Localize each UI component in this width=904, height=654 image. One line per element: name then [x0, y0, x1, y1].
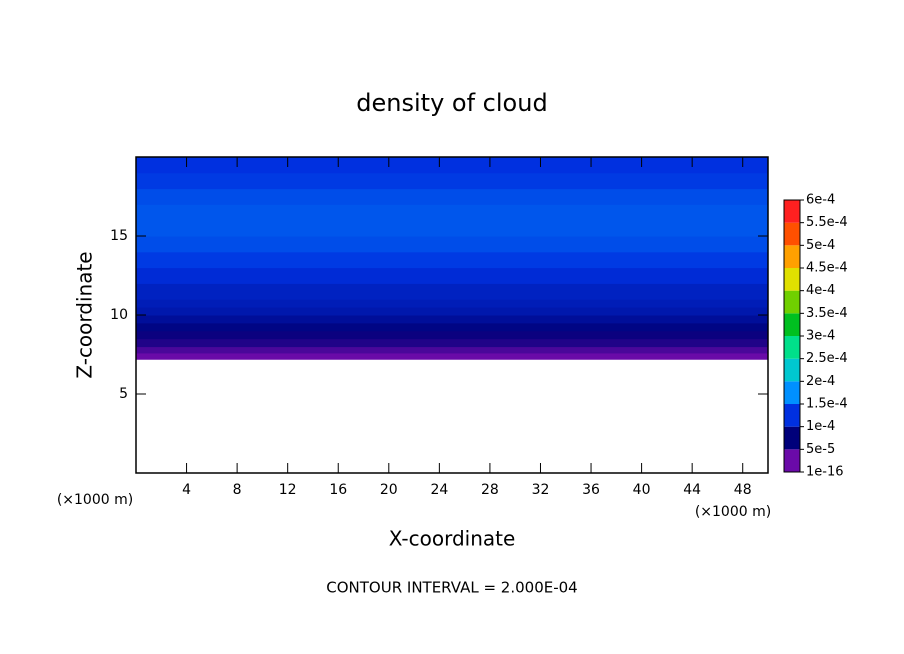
- x-tick-label: 4: [182, 482, 191, 498]
- contour-band: [136, 188, 768, 205]
- colorbar-swatch: [784, 336, 800, 359]
- colorbar-label: 1.5e-4: [806, 397, 848, 412]
- y-axis-unit: (×1000 m): [57, 492, 133, 508]
- contour-band: [136, 236, 768, 253]
- colorbar-swatch: [784, 245, 800, 268]
- contour-band: [136, 157, 768, 174]
- x-tick-label: 40: [633, 482, 651, 498]
- contour-band: [136, 315, 768, 324]
- colorbar-label: 1e-4: [806, 419, 835, 434]
- y-axis-label: Z-coordinate: [73, 251, 97, 378]
- x-tick-label: 16: [329, 482, 347, 498]
- colorbar-label: 5e-5: [806, 442, 835, 457]
- colorbar-swatch: [784, 313, 800, 336]
- colorbar-swatch: [784, 200, 800, 223]
- y-tick-label: 10: [110, 307, 128, 323]
- colorbar-label: 5.5e-4: [806, 215, 848, 230]
- colorbar-label: 5e-4: [806, 238, 835, 253]
- colorbar-label: 4e-4: [806, 283, 835, 298]
- colorbar-label: 2.5e-4: [806, 351, 848, 366]
- colorbar-label: 3.5e-4: [806, 306, 848, 321]
- contour-band: [136, 220, 768, 237]
- colorbar-swatch: [784, 222, 800, 246]
- colorbar-swatch: [784, 381, 800, 404]
- colorbar-label: 1e-16: [806, 465, 844, 480]
- x-tick-label: 28: [481, 482, 499, 498]
- x-axis-label: X-coordinate: [389, 527, 516, 551]
- contour-band: [136, 346, 768, 354]
- contour-band: [136, 251, 768, 269]
- contour-band: [136, 267, 768, 284]
- colorbar-swatch: [784, 449, 800, 472]
- contour-band: [136, 283, 768, 300]
- x-tick-label: 20: [380, 482, 398, 498]
- colorbar-label: 2e-4: [806, 374, 835, 389]
- colorbar-swatch: [784, 358, 800, 382]
- x-tick-label: 12: [279, 482, 297, 498]
- x-tick-label: 44: [683, 482, 701, 498]
- x-tick-label: 48: [734, 482, 752, 498]
- x-axis-unit: (×1000 m): [695, 504, 771, 520]
- contour-band: [136, 338, 768, 348]
- chart-title: density of cloud: [356, 89, 547, 117]
- x-tick-label: 24: [430, 482, 448, 498]
- colorbar-label: 4.5e-4: [806, 261, 848, 276]
- contour-band: [136, 330, 768, 340]
- x-tick-label: 36: [582, 482, 600, 498]
- y-tick-label: 15: [110, 228, 128, 244]
- colorbar-swatch: [784, 290, 800, 314]
- colorbar-swatch: [784, 426, 800, 450]
- contour-band: [136, 322, 768, 332]
- y-tick-label: 5: [119, 386, 128, 402]
- colorbar-swatch: [784, 268, 800, 291]
- colorbar-label: 3e-4: [806, 329, 835, 344]
- colorbar-swatch: [784, 404, 800, 427]
- contour-band: [136, 172, 768, 190]
- contour-band: [136, 299, 768, 308]
- contour-band: [136, 307, 768, 316]
- footer: CONTOUR INTERVAL = 2.000E-04: [326, 579, 577, 597]
- contour-band: [136, 352, 768, 360]
- colorbar-label: 6e-4: [806, 193, 835, 208]
- x-tick-label: 32: [532, 482, 550, 498]
- x-tick-label: 8: [233, 482, 242, 498]
- contour-band: [136, 204, 768, 221]
